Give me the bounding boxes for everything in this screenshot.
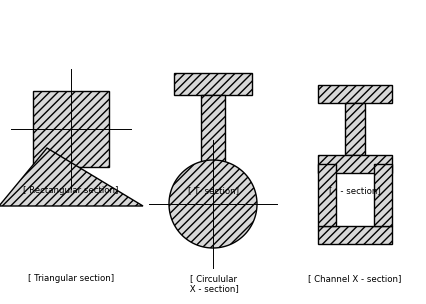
Polygon shape xyxy=(33,91,109,167)
Text: [ Triangular section]: [ Triangular section] xyxy=(28,274,114,283)
Polygon shape xyxy=(0,148,143,206)
Polygon shape xyxy=(201,95,225,163)
Polygon shape xyxy=(174,73,252,95)
Polygon shape xyxy=(318,85,392,103)
Polygon shape xyxy=(318,226,392,244)
Text: [ I - section]: [ I - section] xyxy=(329,186,381,195)
Polygon shape xyxy=(345,103,365,155)
Polygon shape xyxy=(318,164,336,226)
Text: [ Circulular
 X - section]: [ Circulular X - section] xyxy=(187,274,239,293)
Polygon shape xyxy=(169,160,257,248)
Polygon shape xyxy=(318,155,392,173)
Text: [ T- section]: [ T- section] xyxy=(187,186,239,195)
Text: [ Rectangular section]: [ Rectangular section] xyxy=(23,186,119,195)
Polygon shape xyxy=(374,164,392,226)
Text: [ Channel X - section]: [ Channel X - section] xyxy=(308,274,402,283)
